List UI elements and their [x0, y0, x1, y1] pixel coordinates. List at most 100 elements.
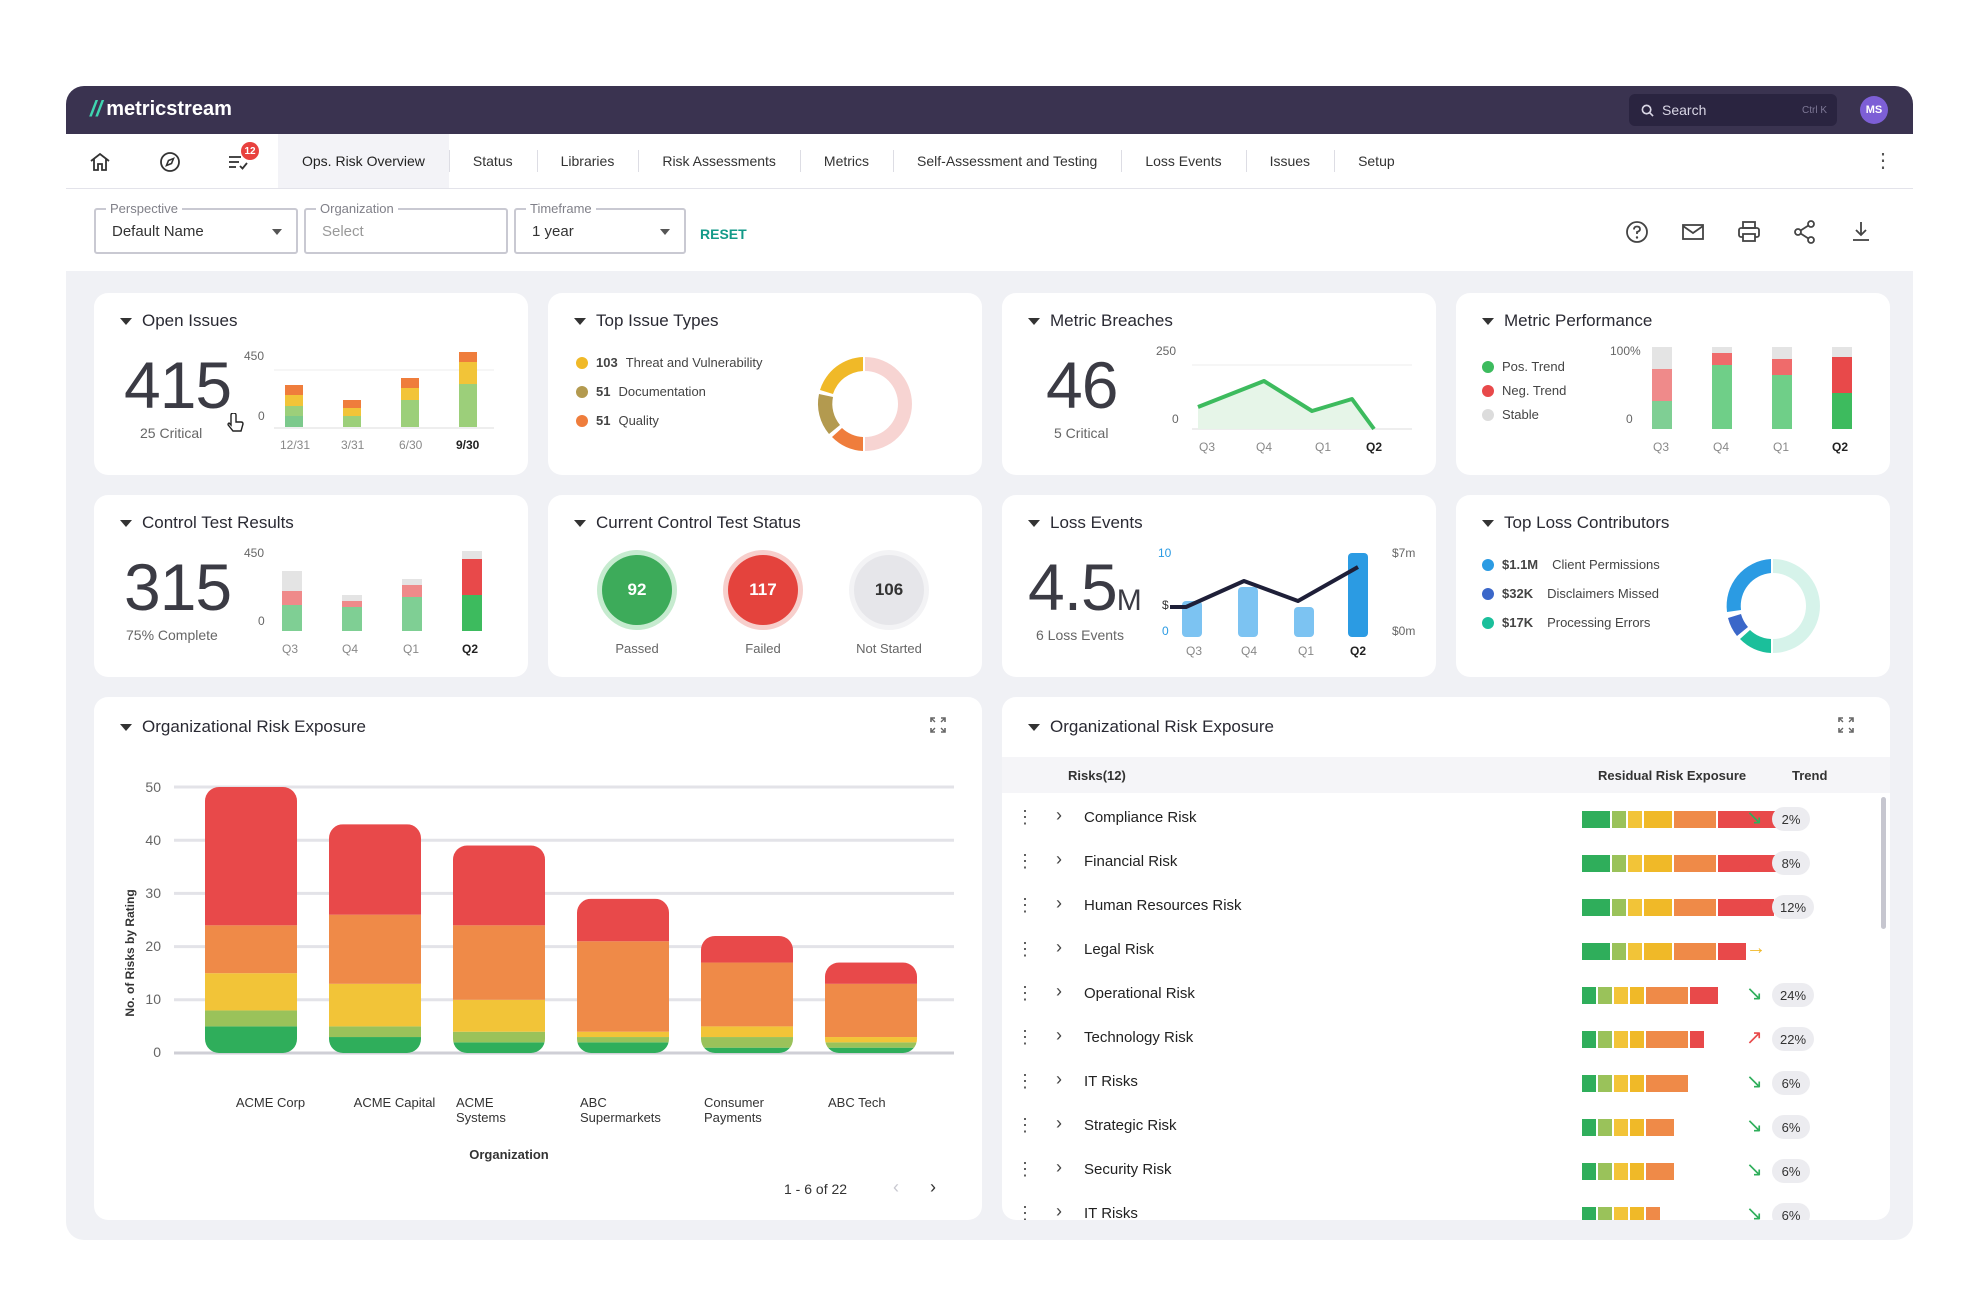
- organization-select[interactable]: Organization Select: [304, 201, 508, 254]
- issue-type-item[interactable]: 51 Quality: [576, 413, 659, 428]
- table-row[interactable]: ⋮ › IT Risks ↘ 6%: [1002, 1193, 1890, 1220]
- row-menu-icon[interactable]: ⋮: [1016, 851, 1034, 871]
- table-row[interactable]: ⋮ › Security Risk ↘ 6%: [1002, 1149, 1890, 1193]
- tab-setup[interactable]: Setup: [1334, 134, 1419, 188]
- help-icon[interactable]: [1624, 219, 1650, 245]
- passed-count-badge[interactable]: 92: [602, 555, 672, 625]
- tab-metrics[interactable]: Metrics: [799, 134, 893, 188]
- bar-q3[interactable]: [1182, 601, 1202, 637]
- avatar[interactable]: MS: [1860, 96, 1888, 124]
- perspective-select[interactable]: Perspective Default Name: [94, 201, 298, 254]
- org-risk-table-title[interactable]: Organizational Risk Exposure: [1028, 717, 1274, 737]
- more-menu-icon[interactable]: ⋮: [1873, 150, 1893, 172]
- row-menu-icon[interactable]: ⋮: [1016, 1071, 1034, 1091]
- notifications-icon[interactable]: 12: [224, 142, 259, 176]
- table-row[interactable]: ⋮ › IT Risks ↘ 6%: [1002, 1061, 1890, 1105]
- bar-q3[interactable]: [282, 571, 302, 631]
- bar-3-31[interactable]: [343, 400, 361, 427]
- risk-name[interactable]: Technology Risk: [1084, 1029, 1194, 1046]
- bar-q2[interactable]: [462, 551, 482, 631]
- row-menu-icon[interactable]: ⋮: [1016, 983, 1034, 1003]
- bar-9-30[interactable]: [459, 352, 477, 427]
- print-icon[interactable]: [1736, 219, 1762, 245]
- tab-self-assessment[interactable]: Self-Assessment and Testing: [893, 134, 1121, 188]
- risk-name[interactable]: Financial Risk: [1084, 853, 1178, 870]
- issue-type-item[interactable]: 103 Threat and Vulnerability: [576, 355, 763, 370]
- next-page-button[interactable]: ›: [930, 1177, 936, 1197]
- risk-name[interactable]: Compliance Risk: [1084, 809, 1197, 826]
- loss-contributor-item[interactable]: $1.1M Client Permissions: [1482, 557, 1660, 572]
- expand-row-icon[interactable]: ›: [1056, 1113, 1062, 1133]
- risks-column-header[interactable]: Risks(12): [1068, 768, 1126, 783]
- table-scrollbar[interactable]: [1881, 797, 1886, 929]
- loss-contributor-item[interactable]: $17K Processing Errors: [1482, 615, 1650, 630]
- row-menu-icon[interactable]: ⋮: [1016, 1203, 1034, 1220]
- row-menu-icon[interactable]: ⋮: [1016, 939, 1034, 959]
- table-row[interactable]: ⋮ › Operational Risk ↘ 24%: [1002, 973, 1890, 1017]
- table-row[interactable]: ⋮ › Legal Risk →: [1002, 929, 1890, 973]
- top-loss-contributors-title[interactable]: Top Loss Contributors: [1482, 513, 1669, 533]
- compass-icon[interactable]: [156, 148, 184, 176]
- expand-icon[interactable]: [1838, 717, 1854, 733]
- row-menu-icon[interactable]: ⋮: [1016, 1027, 1034, 1047]
- tab-issues[interactable]: Issues: [1245, 134, 1334, 188]
- risk-name[interactable]: IT Risks: [1084, 1073, 1138, 1090]
- expand-row-icon[interactable]: ›: [1056, 1201, 1062, 1220]
- row-menu-icon[interactable]: ⋮: [1016, 895, 1034, 915]
- expand-row-icon[interactable]: ›: [1056, 1025, 1062, 1045]
- stacked-bar-abc-supermarkets[interactable]: [577, 898, 669, 1053]
- tab-libraries[interactable]: Libraries: [536, 134, 639, 188]
- tab-loss-events[interactable]: Loss Events: [1121, 134, 1245, 188]
- bar-q4[interactable]: [1712, 347, 1732, 429]
- bar-q1[interactable]: [1772, 347, 1792, 429]
- table-row[interactable]: ⋮ › Human Resources Risk ↗ 12%: [1002, 885, 1890, 929]
- home-icon[interactable]: [86, 148, 114, 176]
- metric-breaches-title[interactable]: Metric Breaches: [1028, 311, 1173, 331]
- tab-status[interactable]: Status: [448, 134, 537, 188]
- expand-row-icon[interactable]: ›: [1056, 849, 1062, 869]
- issue-type-item[interactable]: 51 Documentation: [576, 384, 706, 399]
- prev-page-button[interactable]: ‹: [893, 1177, 899, 1197]
- stacked-bar-acme-systems[interactable]: [453, 845, 545, 1053]
- trend-column-header[interactable]: Trend: [1792, 768, 1828, 783]
- bar-q2[interactable]: [1832, 347, 1852, 429]
- org-risk-chart-title[interactable]: Organizational Risk Exposure: [120, 717, 366, 737]
- download-icon[interactable]: [1848, 219, 1874, 245]
- control-test-results-title[interactable]: Control Test Results: [120, 513, 294, 533]
- expand-row-icon[interactable]: ›: [1056, 893, 1062, 913]
- row-menu-icon[interactable]: ⋮: [1016, 807, 1034, 827]
- metric-performance-title[interactable]: Metric Performance: [1482, 311, 1652, 331]
- stacked-bar-acme-corp[interactable]: [205, 787, 297, 1053]
- row-menu-icon[interactable]: ⋮: [1016, 1159, 1034, 1179]
- expand-row-icon[interactable]: ›: [1056, 1157, 1062, 1177]
- expand-icon[interactable]: [930, 717, 946, 733]
- top-issue-types-title[interactable]: Top Issue Types: [574, 311, 719, 331]
- control-test-status-title[interactable]: Current Control Test Status: [574, 513, 801, 533]
- row-menu-icon[interactable]: ⋮: [1016, 1115, 1034, 1135]
- mail-icon[interactable]: [1680, 219, 1706, 245]
- open-issues-title[interactable]: Open Issues: [120, 311, 237, 331]
- stacked-bar-acme-capital[interactable]: [329, 824, 421, 1053]
- not-started-count-badge[interactable]: 106: [854, 555, 924, 625]
- loss-events-title[interactable]: Loss Events: [1028, 513, 1143, 533]
- bar-q4[interactable]: [342, 595, 362, 631]
- bar-6-30[interactable]: [401, 378, 419, 427]
- table-row[interactable]: ⋮ › Technology Risk ↗ 22%: [1002, 1017, 1890, 1061]
- stacked-bar-abc-tech[interactable]: [825, 962, 917, 1053]
- risk-name[interactable]: Human Resources Risk: [1084, 897, 1242, 914]
- table-row[interactable]: ⋮ › Financial Risk ↗ 8%: [1002, 841, 1890, 885]
- reset-button[interactable]: RESET: [700, 226, 747, 242]
- risk-name[interactable]: Legal Risk: [1084, 941, 1155, 958]
- stacked-bar-consumer-payments[interactable]: [701, 935, 793, 1053]
- search-input[interactable]: Search Ctrl K: [1629, 94, 1837, 126]
- tab-ops-risk-overview[interactable]: Ops. Risk Overview: [278, 134, 449, 188]
- timeframe-select[interactable]: Timeframe 1 year: [514, 201, 686, 254]
- table-row[interactable]: ⋮ › Compliance Risk ↘ 2%: [1002, 797, 1890, 841]
- bar-12-31[interactable]: [285, 385, 303, 427]
- risk-name[interactable]: Strategic Risk: [1084, 1117, 1177, 1134]
- share-icon[interactable]: [1792, 219, 1818, 245]
- table-row[interactable]: ⋮ › Strategic Risk ↘ 6%: [1002, 1105, 1890, 1149]
- bar-q1[interactable]: [402, 579, 422, 631]
- risk-name[interactable]: Operational Risk: [1084, 985, 1195, 1002]
- risk-name[interactable]: Security Risk: [1084, 1161, 1172, 1178]
